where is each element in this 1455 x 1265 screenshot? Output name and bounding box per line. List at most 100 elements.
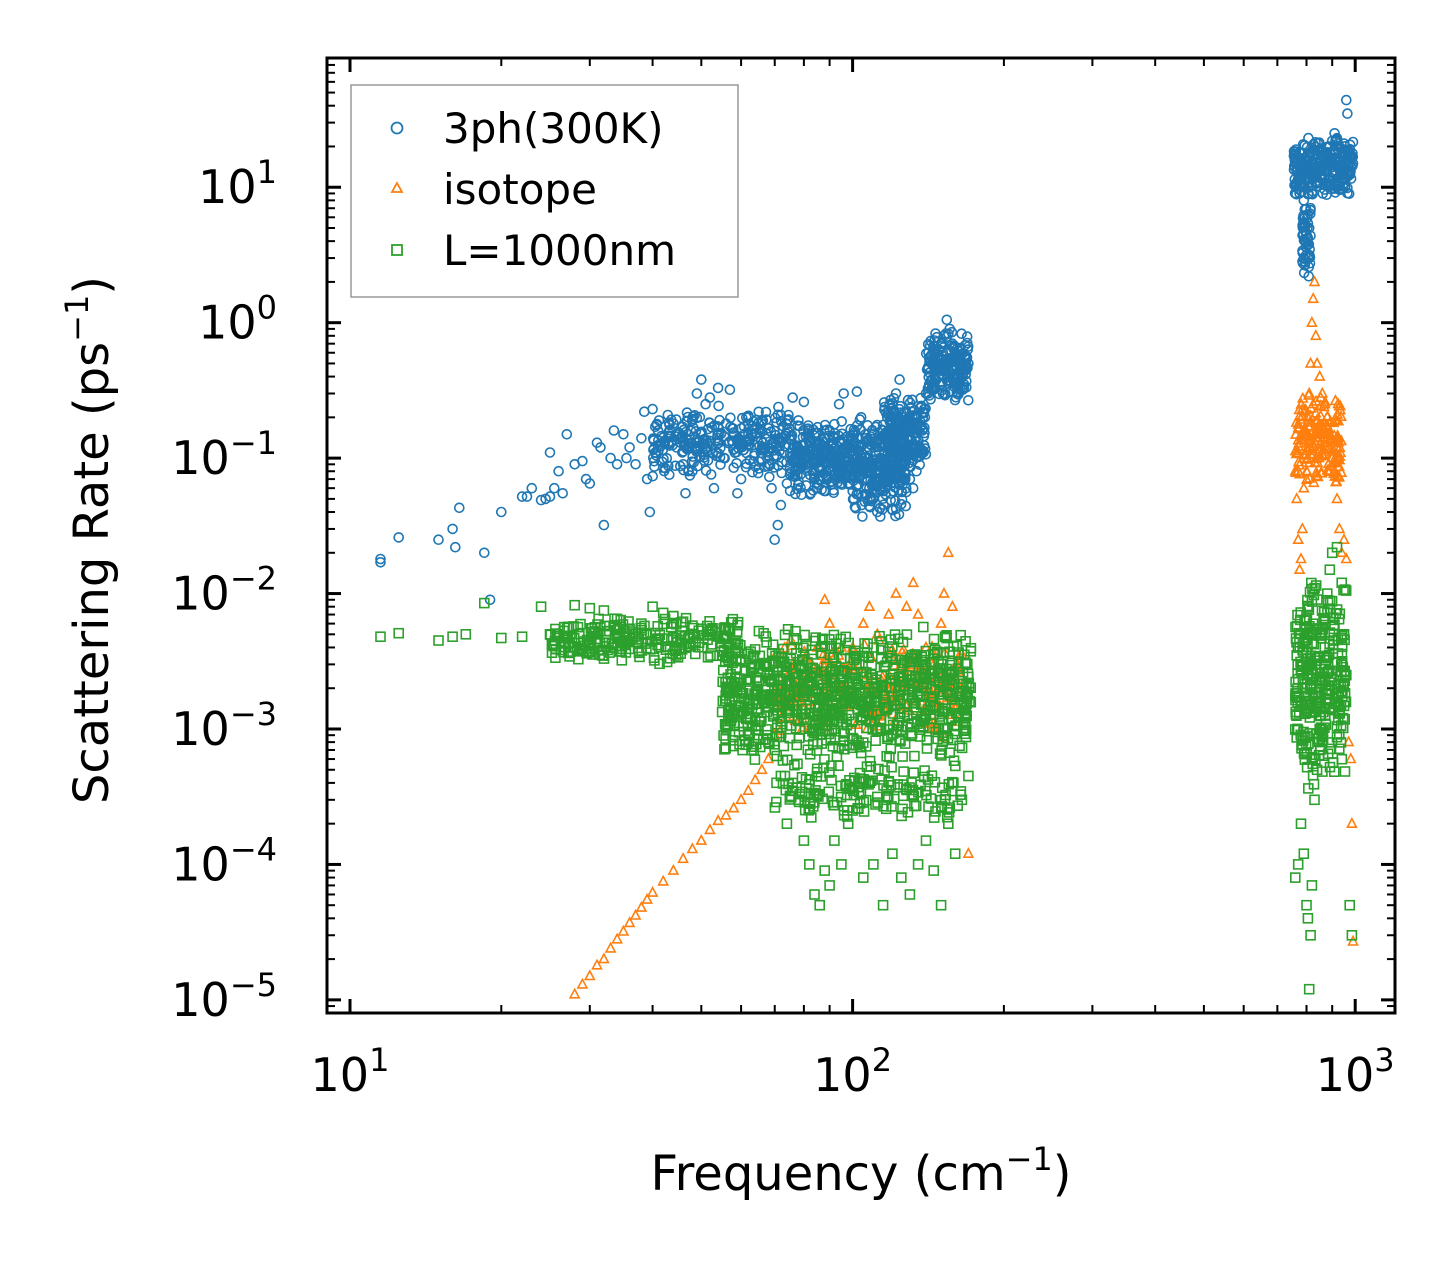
data-point xyxy=(691,388,703,399)
data-point xyxy=(1319,435,1332,447)
data-point xyxy=(917,406,929,418)
data-point xyxy=(762,752,775,764)
data-point xyxy=(803,432,815,444)
data-point xyxy=(854,424,866,436)
data-point xyxy=(769,412,781,424)
data-point xyxy=(1328,464,1341,476)
data-point xyxy=(667,863,680,875)
data-point xyxy=(1293,562,1306,575)
data-point xyxy=(920,448,932,460)
data-point xyxy=(712,814,724,826)
data-point xyxy=(755,435,767,447)
data-point xyxy=(890,388,902,399)
data-point xyxy=(670,460,681,472)
data-point xyxy=(1306,880,1318,891)
data-point xyxy=(937,365,949,377)
data-point xyxy=(914,442,926,453)
data-point xyxy=(944,372,956,384)
data-point xyxy=(484,594,496,606)
data-point xyxy=(926,384,938,396)
data-point xyxy=(922,363,934,375)
data-point xyxy=(787,392,799,403)
data-point xyxy=(652,620,664,632)
data-point xyxy=(876,504,888,515)
data-point xyxy=(600,628,612,640)
data-point xyxy=(636,645,647,656)
data-point xyxy=(1331,407,1344,419)
data-point xyxy=(786,429,798,441)
data-point xyxy=(893,477,905,489)
data-point xyxy=(662,460,674,472)
data-point xyxy=(433,635,444,646)
x-tick-label: 101 xyxy=(311,1041,390,1102)
data-point xyxy=(897,751,908,762)
data-point xyxy=(1295,818,1307,830)
data-point xyxy=(763,471,775,483)
data-point xyxy=(836,416,848,427)
data-point xyxy=(892,420,904,431)
data-point xyxy=(857,616,870,628)
data-point xyxy=(938,586,950,598)
data-point xyxy=(1303,415,1316,427)
data-point xyxy=(756,442,768,453)
data-point xyxy=(583,645,594,657)
data-point xyxy=(887,411,898,423)
data-point xyxy=(1305,434,1318,446)
data-point xyxy=(829,427,841,439)
data-point xyxy=(1292,859,1304,870)
data-point xyxy=(941,314,953,326)
data-point xyxy=(1297,181,1308,193)
data-point xyxy=(1331,492,1343,504)
data-point xyxy=(584,478,596,489)
data-point xyxy=(965,645,977,657)
data-points-layer xyxy=(375,94,1359,999)
data-point xyxy=(764,459,776,471)
data-point xyxy=(695,833,708,845)
data-point xyxy=(1342,108,1353,119)
data-point xyxy=(890,586,902,598)
data-point xyxy=(611,458,623,470)
data-point xyxy=(598,952,610,964)
data-point xyxy=(1304,447,1317,459)
x-tick-label: 102 xyxy=(813,1041,892,1102)
data-point xyxy=(648,652,660,664)
data-point xyxy=(732,487,743,499)
data-point xyxy=(704,823,716,835)
series-l-1000nm xyxy=(375,541,1358,995)
data-point xyxy=(883,442,895,453)
data-point xyxy=(1335,409,1347,422)
data-point xyxy=(958,382,970,394)
data-point xyxy=(1296,409,1309,421)
data-point xyxy=(712,438,723,450)
data-point xyxy=(1307,476,1320,488)
data-point xyxy=(898,766,909,777)
data-point xyxy=(762,422,774,434)
data-point xyxy=(1314,137,1325,148)
data-point xyxy=(768,425,780,437)
data-point xyxy=(763,458,775,470)
data-point xyxy=(818,593,831,605)
data-point xyxy=(749,428,761,440)
data-point xyxy=(963,358,974,369)
data-point xyxy=(1347,158,1359,169)
data-point xyxy=(829,432,840,444)
data-point xyxy=(850,449,861,461)
data-point xyxy=(602,644,613,656)
data-point xyxy=(706,625,718,637)
y-axis-label: Scattering Rate (ps−1) xyxy=(58,276,120,804)
data-point xyxy=(1289,427,1302,439)
data-point xyxy=(1333,449,1345,461)
data-point xyxy=(1303,471,1316,483)
data-point xyxy=(1296,428,1309,440)
data-point xyxy=(897,428,909,440)
data-point xyxy=(641,892,653,904)
data-point xyxy=(1319,184,1330,195)
data-point xyxy=(1306,315,1318,328)
data-point xyxy=(798,396,810,408)
y-tick-label: 10−5 xyxy=(171,966,277,1027)
data-point xyxy=(1296,522,1309,534)
data-point xyxy=(1344,752,1357,764)
data-point xyxy=(677,458,689,470)
data-point xyxy=(880,428,892,440)
